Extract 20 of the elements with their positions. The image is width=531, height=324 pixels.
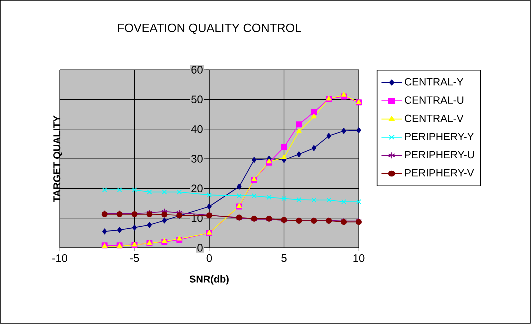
legend-label: PERIPHERY-U: [405, 151, 474, 159]
legend-label: CENTRAL-U: [405, 96, 464, 104]
x-tick-label: 0: [206, 254, 212, 262]
y-tick-label: 0: [198, 244, 203, 252]
chart-title: FOVEATION QUALITY CONTROL: [118, 24, 302, 35]
x-tick-label: -5: [130, 254, 140, 262]
y-tick-label: 40: [191, 125, 203, 134]
x-axis-title: SNR(db): [190, 276, 229, 285]
y-tick-label: 60: [192, 66, 203, 74]
legend-label: PERIPHERY-V: [405, 169, 474, 177]
y-tick-label: 50: [192, 96, 203, 104]
x-tick-label: -10: [52, 254, 68, 262]
legend-label: CENTRAL-Y: [405, 78, 464, 86]
y-tick-label: 30: [192, 155, 203, 163]
y-tick-label: 20: [192, 184, 203, 193]
legend-label: PERIPHERY-Y: [405, 133, 474, 140]
y-axis-title: TARGET QUALITY: [54, 116, 62, 202]
legend-label: CENTRAL-V: [405, 114, 464, 122]
x-tick-label: 10: [354, 254, 365, 262]
x-tick-label: 5: [282, 254, 287, 262]
